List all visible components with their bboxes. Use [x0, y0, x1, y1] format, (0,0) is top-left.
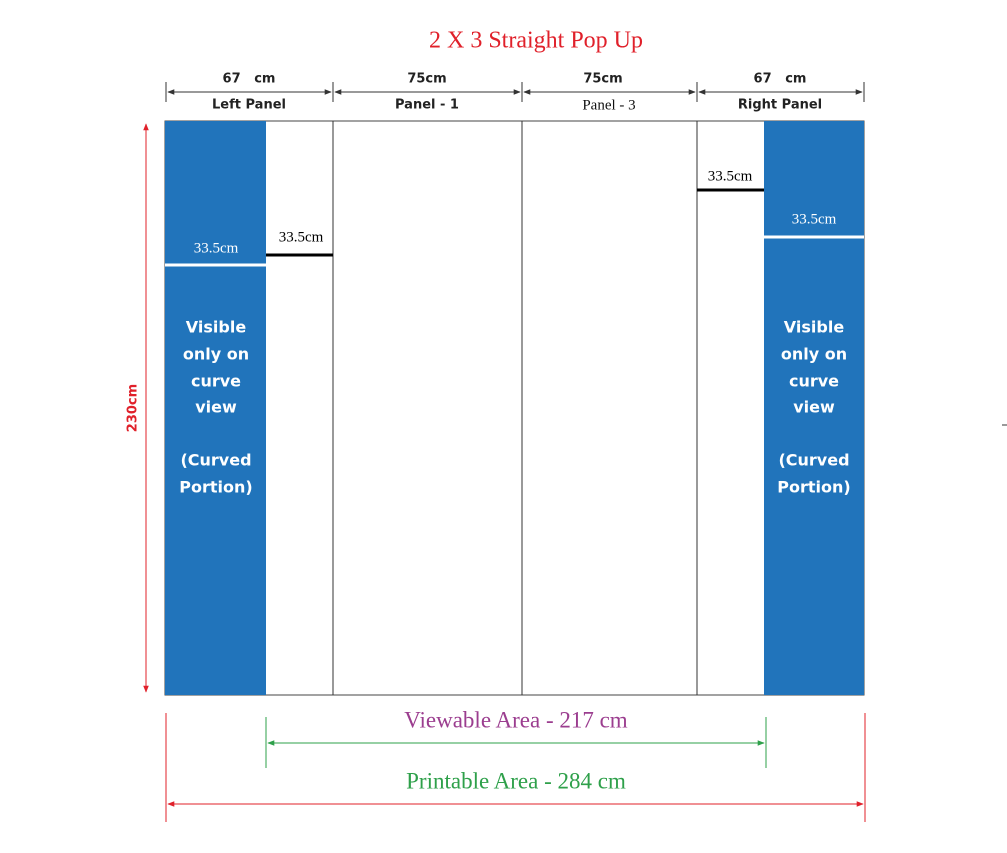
curved-note-line: (Curved: [180, 451, 251, 470]
panel-dividers: [332, 121, 698, 695]
panel-width: 67 cm: [223, 72, 276, 87]
viewable-area-label: Viewable Area - 217 cm: [404, 707, 628, 732]
curved-note-line: curve: [789, 372, 839, 391]
curved-portion-right: [764, 121, 864, 695]
curved-note-line: view: [195, 398, 237, 417]
curved-note-line: view: [793, 398, 835, 417]
measure-label: 33.5cm: [279, 229, 324, 245]
curved-note-line: (Curved: [778, 451, 849, 470]
panel-frame: [164, 120, 865, 696]
top-dimension-lines: [165, 82, 865, 102]
title: 2 X 3 Straight Pop Up: [429, 28, 643, 54]
printable-area-label: Printable Area - 284 cm: [406, 768, 626, 793]
measure-label: 33.5cm: [792, 211, 837, 227]
panel-label: Left Panel: [212, 98, 286, 113]
panel-label: Panel - 3: [582, 97, 635, 113]
height-label: 230cm: [126, 384, 141, 432]
panel-width: 67 cm: [754, 72, 807, 87]
curved-note-line: curve: [191, 372, 241, 391]
measure-label: 33.5cm: [194, 240, 239, 256]
panel-width: 75cm: [407, 72, 446, 87]
curved-note-line: Portion): [777, 478, 850, 497]
curved-note-line: only on: [183, 345, 249, 364]
curved-note-line: Visible: [186, 318, 247, 337]
curved-note-line: only on: [781, 345, 847, 364]
panel-width: 75cm: [583, 72, 622, 87]
curved-notes: Visible only on curve view (Curved Portion) Vi…: [179, 318, 850, 497]
panel-label: Panel - 1: [395, 98, 459, 113]
curved-portion-left: [165, 121, 266, 695]
curved-note-line: Visible: [784, 318, 845, 337]
measure-label: 33.5cm: [708, 168, 753, 184]
curved-note-line: Portion): [179, 478, 252, 497]
panel-label: Right Panel: [738, 98, 822, 113]
